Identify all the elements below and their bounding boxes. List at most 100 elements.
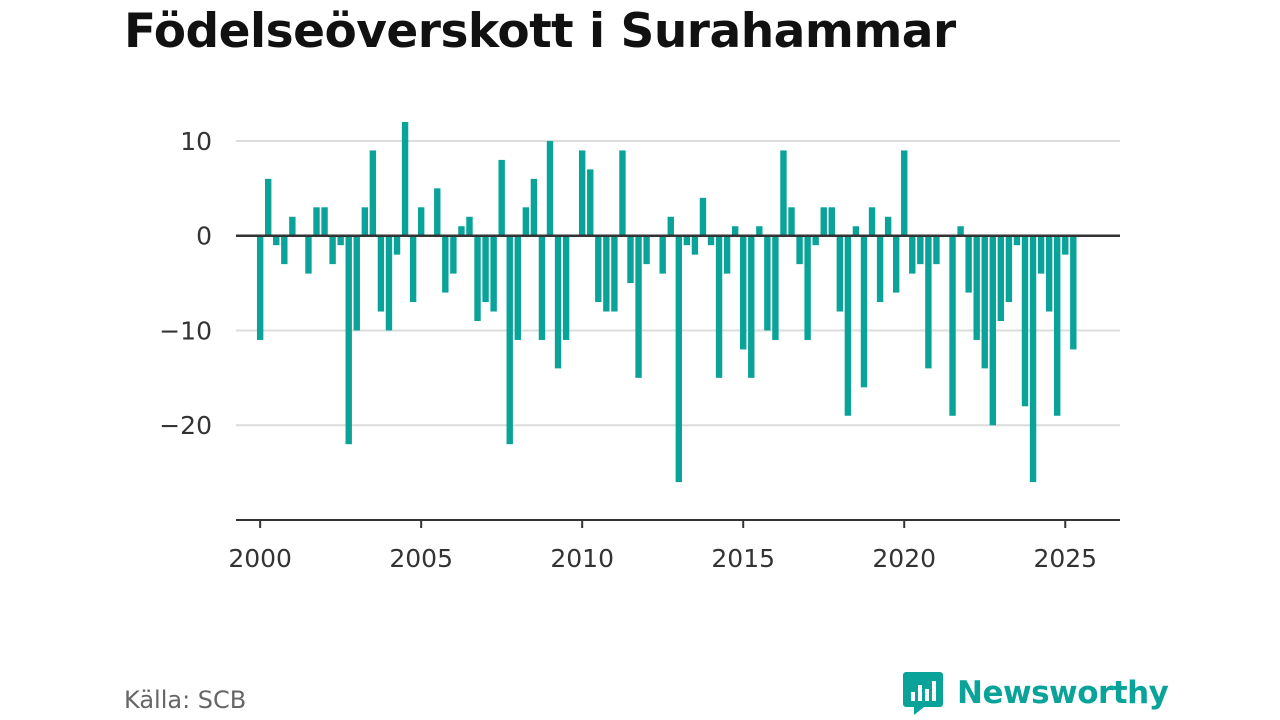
bar bbox=[265, 178, 272, 236]
bar bbox=[1045, 235, 1053, 312]
bar bbox=[707, 235, 715, 246]
bar bbox=[611, 235, 618, 312]
bar bbox=[868, 207, 876, 236]
bar bbox=[273, 235, 280, 246]
bar bbox=[522, 207, 530, 236]
bar bbox=[917, 235, 924, 265]
bar bbox=[1054, 235, 1061, 416]
bar bbox=[627, 235, 634, 284]
bar bbox=[619, 150, 626, 236]
bar bbox=[836, 235, 844, 312]
bar bbox=[892, 235, 900, 293]
bar bbox=[256, 235, 264, 340]
bar bbox=[812, 235, 819, 246]
bar bbox=[289, 216, 296, 236]
bar bbox=[997, 235, 1005, 321]
bar bbox=[715, 235, 723, 378]
x-axis: 2000 2005 2010 2015 2020 2025 bbox=[228, 519, 1120, 573]
y-tick-label: 0 bbox=[196, 222, 212, 251]
bar bbox=[723, 235, 731, 274]
bar bbox=[860, 235, 868, 388]
bar bbox=[353, 235, 360, 331]
bar bbox=[385, 235, 393, 331]
source-label: Källa: SCB bbox=[124, 686, 247, 714]
bar bbox=[337, 235, 344, 246]
bar bbox=[756, 226, 763, 236]
bar bbox=[434, 188, 441, 236]
bar bbox=[844, 235, 852, 416]
bar bbox=[748, 235, 755, 378]
bar bbox=[409, 235, 417, 303]
bar bbox=[989, 235, 996, 426]
bar bbox=[1037, 235, 1045, 274]
bar bbox=[1005, 235, 1013, 303]
bar bbox=[554, 235, 562, 369]
bar bbox=[957, 226, 964, 236]
bar bbox=[393, 235, 401, 255]
bar bbox=[965, 235, 972, 293]
bar bbox=[659, 235, 666, 274]
x-tick-label: 2015 bbox=[711, 544, 775, 573]
bar bbox=[587, 169, 594, 236]
bar bbox=[595, 235, 602, 303]
bar bbox=[417, 207, 425, 236]
chart-title: Födelseöverskott i Surahammar bbox=[124, 4, 956, 59]
bar bbox=[482, 235, 489, 303]
y-tick-label: −20 bbox=[159, 411, 212, 440]
bar bbox=[506, 235, 513, 445]
newsworthy-logo-icon bbox=[903, 672, 943, 715]
bar bbox=[876, 235, 884, 303]
bar bbox=[828, 207, 835, 236]
x-tick-label: 2025 bbox=[1033, 544, 1097, 573]
brand-logo[interactable]: Newsworthy bbox=[902, 670, 1169, 716]
bar bbox=[281, 235, 288, 265]
bar bbox=[530, 178, 538, 236]
bar bbox=[442, 235, 449, 293]
bar bbox=[514, 235, 521, 340]
y-tick-label: 10 bbox=[180, 127, 212, 156]
bar bbox=[377, 235, 385, 312]
brand-name: Newsworthy bbox=[957, 675, 1169, 711]
bar bbox=[369, 150, 377, 236]
bar bbox=[740, 235, 747, 350]
bar bbox=[804, 235, 811, 340]
bar bbox=[1070, 235, 1077, 350]
bar bbox=[321, 207, 328, 236]
bar bbox=[780, 150, 787, 236]
bar bbox=[691, 235, 699, 255]
y-axis-labels: −20 −10 0 10 bbox=[159, 127, 212, 440]
bar bbox=[901, 150, 908, 236]
x-tick-label: 2000 bbox=[228, 544, 292, 573]
bar bbox=[909, 235, 916, 274]
bar bbox=[820, 207, 827, 236]
bar bbox=[643, 235, 650, 265]
bar bbox=[675, 235, 683, 483]
bar bbox=[764, 235, 771, 331]
bar bbox=[450, 235, 457, 274]
bar bbox=[305, 235, 312, 274]
bar bbox=[772, 235, 779, 340]
bar bbox=[925, 235, 932, 369]
bar-series bbox=[256, 122, 1077, 483]
bar bbox=[546, 140, 554, 236]
bar bbox=[981, 235, 988, 369]
bar bbox=[458, 226, 465, 236]
bar bbox=[361, 207, 369, 236]
bar bbox=[401, 122, 409, 236]
bar bbox=[788, 207, 795, 236]
x-tick-label: 2010 bbox=[550, 544, 614, 573]
bar bbox=[973, 235, 980, 340]
bar bbox=[949, 235, 956, 416]
bar bbox=[603, 235, 610, 312]
bar bbox=[796, 235, 803, 265]
bar bbox=[466, 216, 473, 236]
bar bbox=[1062, 235, 1069, 255]
bar bbox=[538, 235, 546, 340]
bar bbox=[345, 235, 352, 445]
bar bbox=[490, 235, 497, 312]
y-tick-label: −10 bbox=[159, 316, 212, 345]
bar bbox=[1029, 235, 1037, 483]
bar bbox=[313, 207, 320, 236]
bar bbox=[474, 235, 481, 321]
